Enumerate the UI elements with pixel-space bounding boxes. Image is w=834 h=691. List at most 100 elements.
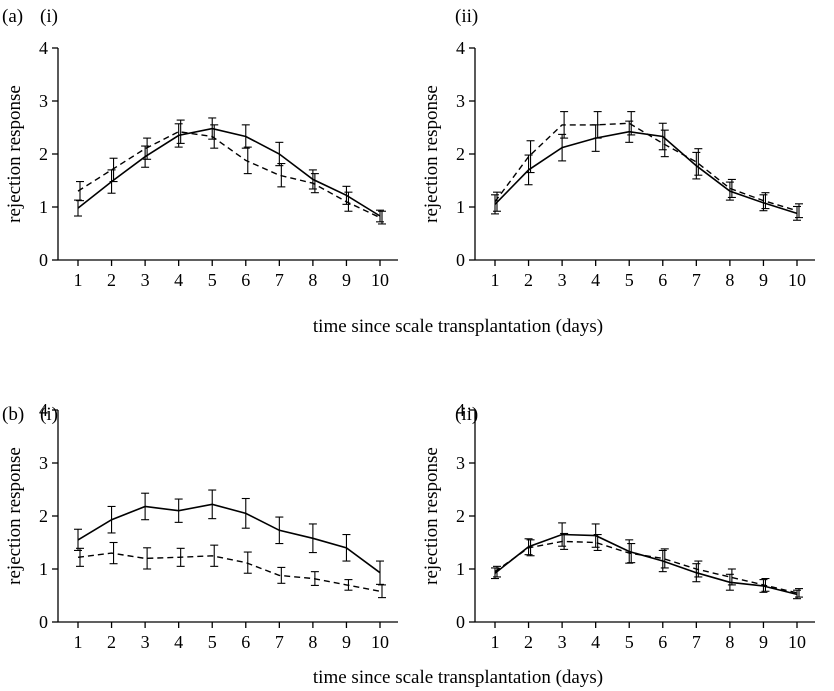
x-tick-label-a-ii-1: 2 xyxy=(524,270,533,290)
series-line-dashed-b-i xyxy=(77,552,381,592)
y-tick-label-b-i-2: 2 xyxy=(39,506,48,526)
error-bar-solid-a-i-7 xyxy=(308,169,317,190)
y-tick-label-a-i-1: 1 xyxy=(39,197,48,217)
section-label-a: (a) xyxy=(2,6,23,27)
x-tick-label-b-ii-0: 1 xyxy=(491,632,500,652)
error-bar-solid-a-i-9 xyxy=(376,209,384,223)
error-bar-solid-b-i-5 xyxy=(241,497,250,529)
y-tick-label-a-i-4: 4 xyxy=(39,38,48,58)
y-tick-label-b-i-0: 0 xyxy=(39,612,48,632)
section-label-b: (b) xyxy=(2,404,24,425)
error-bar-dashed-a-ii-9 xyxy=(795,203,803,219)
error-bar-dashed-b-i-8 xyxy=(344,579,353,591)
error-bar-solid-b-i-3 xyxy=(174,498,183,523)
error-bar-dashed-a-ii-4 xyxy=(627,111,636,136)
error-bar-dashed-a-i-9 xyxy=(378,210,386,225)
panel-label-a-ii: (ii) xyxy=(455,6,478,27)
error-bar-solid-a-i-6 xyxy=(275,141,284,167)
x-tick-label-b-i-8: 9 xyxy=(342,632,351,652)
x-tick-label-b-ii-7: 8 xyxy=(725,632,734,652)
panel-label-b-ii: (ii) xyxy=(455,404,478,425)
error-bar-solid-b-ii-3 xyxy=(591,523,600,548)
y-tick-label-a-i-0: 0 xyxy=(39,250,48,270)
y-tick-label-b-ii-0: 0 xyxy=(456,612,465,632)
chart-panel-a-ii: 0 1 2 3 4 1 2 3 4 5 6 7 8 9 10 rejection response xyxy=(421,38,815,290)
x-tick-label-a-ii-4: 5 xyxy=(625,270,634,290)
x-tick-label-a-ii-0: 1 xyxy=(491,270,500,290)
error-bar-dashed-b-ii-5 xyxy=(660,548,669,569)
x-tick-label-b-ii-1: 2 xyxy=(524,632,533,652)
error-bar-dashed-a-i-4 xyxy=(210,124,219,149)
x-tick-label-a-i-7: 8 xyxy=(308,270,317,290)
error-bar-dashed-a-i-6 xyxy=(277,162,286,188)
series-line-solid-a-ii xyxy=(494,130,798,215)
error-bar-dashed-a-ii-8 xyxy=(761,192,770,210)
x-tick-label-b-i-0: 1 xyxy=(74,632,83,652)
error-bar-dashed-a-ii-7 xyxy=(727,178,736,199)
x-tick-label-a-i-4: 5 xyxy=(208,270,217,290)
error-bar-solid-b-ii-7 xyxy=(725,573,734,591)
y-tick-label-b-i-3: 3 xyxy=(39,453,48,473)
series-line-dashed-a-i xyxy=(77,130,381,219)
error-bar-solid-b-i-1 xyxy=(107,505,116,534)
error-bar-dashed-a-i-7 xyxy=(310,173,319,194)
x-tick-label-b-i-6: 7 xyxy=(275,632,284,652)
y-tick-label-b-i-1: 1 xyxy=(39,559,48,579)
error-bar-solid-a-ii-9 xyxy=(793,205,801,221)
error-bar-solid-b-ii-2 xyxy=(558,522,567,547)
error-bar-dashed-a-i-2 xyxy=(143,137,152,160)
error-bar-dashed-b-i-7 xyxy=(310,571,319,586)
x-axis-title-bottom: time since scale transplantation (days) xyxy=(313,667,603,688)
error-bar-dashed-b-i-5 xyxy=(243,551,252,574)
series-line-solid-b-ii xyxy=(494,533,798,596)
y-tick-label-a-i-3: 3 xyxy=(39,91,48,111)
error-bar-dashed-b-ii-2 xyxy=(560,532,569,550)
error-bar-solid-a-i-2 xyxy=(141,145,150,168)
y-tick-label-a-ii-4: 4 xyxy=(456,38,465,58)
error-bar-dashed-b-ii-7 xyxy=(727,568,736,586)
error-bar-dashed-a-i-3 xyxy=(176,119,185,144)
error-bar-solid-a-ii-6 xyxy=(692,151,701,180)
error-bar-dashed-a-ii-1 xyxy=(526,140,535,174)
x-tick-label-b-i-7: 8 xyxy=(308,632,317,652)
error-bar-dashed-b-i-2 xyxy=(143,547,152,570)
error-bar-solid-a-ii-5 xyxy=(658,122,667,151)
error-bar-dashed-a-i-0 xyxy=(76,181,84,202)
error-bar-dashed-b-ii-6 xyxy=(694,560,703,578)
x-tick-label-a-i-1: 2 xyxy=(107,270,116,290)
x-tick-label-a-ii-5: 6 xyxy=(658,270,667,290)
x-tick-label-a-ii-8: 9 xyxy=(759,270,768,290)
error-bar-dashed-b-ii-3 xyxy=(593,533,602,552)
x-tick-label-b-i-4: 5 xyxy=(208,632,217,652)
error-bar-dashed-b-ii-9 xyxy=(795,588,803,598)
error-bar-solid-a-i-0 xyxy=(74,199,82,217)
error-bar-dashed-a-ii-0 xyxy=(493,191,501,212)
panel-label-a-i: (i) xyxy=(40,6,58,27)
y-tick-label-b-ii-4: 4 xyxy=(456,400,465,420)
x-tick-label-b-i-3: 4 xyxy=(174,632,183,652)
x-tick-label-b-i-1: 2 xyxy=(107,632,116,652)
x-tick-label-b-ii-8: 9 xyxy=(759,632,768,652)
x-tick-label-b-ii-3: 4 xyxy=(591,632,600,652)
error-bar-solid-b-i-8 xyxy=(342,533,351,562)
error-bar-dashed-a-i-8 xyxy=(344,191,353,212)
chart-panel-a-i: 0 1 2 3 4 1 2 3 4 5 6 7 8 9 10 rejection response xyxy=(4,38,398,290)
x-tick-label-b-i-9: 10 xyxy=(371,632,389,652)
error-bar-solid-a-ii-2 xyxy=(558,133,567,162)
x-tick-label-a-ii-2: 3 xyxy=(558,270,567,290)
x-tick-label-b-i-5: 6 xyxy=(241,632,250,652)
x-tick-label-a-ii-7: 8 xyxy=(725,270,734,290)
y-axis-title-b-i: rejection response xyxy=(4,447,25,585)
x-tick-label-b-ii-2: 3 xyxy=(558,632,567,652)
x-axis-title-top: time since scale transplantation (days) xyxy=(313,316,603,337)
y-tick-label-b-i-4: 4 xyxy=(39,400,48,420)
y-axis-title-b-ii: rejection response xyxy=(421,447,442,585)
y-tick-label-a-ii-3: 3 xyxy=(456,91,465,111)
x-tick-label-a-i-9: 10 xyxy=(371,270,389,290)
x-tick-label-a-ii-9: 10 xyxy=(788,270,806,290)
error-bar-solid-b-i-2 xyxy=(141,492,150,521)
series-line-dashed-a-ii xyxy=(494,122,798,212)
error-bar-dashed-b-i-1 xyxy=(109,541,118,565)
